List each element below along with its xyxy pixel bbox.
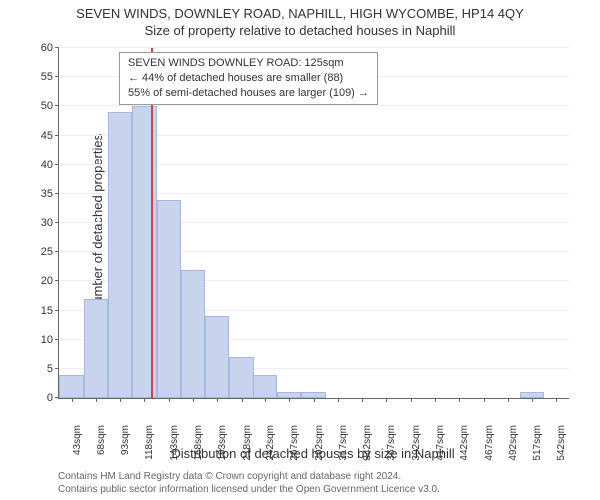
y-tick: 45 bbox=[25, 130, 53, 142]
histogram-bar bbox=[229, 357, 253, 398]
histogram-bar bbox=[205, 316, 229, 398]
chart-title: SEVEN WINDS, DOWNLEY ROAD, NAPHILL, HIGH… bbox=[0, 0, 600, 21]
histogram-bar bbox=[84, 299, 108, 398]
legend-box: SEVEN WINDS DOWNLEY ROAD: 125sqm ← 44% o… bbox=[119, 52, 378, 105]
y-tick: 0 bbox=[25, 392, 53, 404]
x-axis-label: Distribution of detached houses by size … bbox=[58, 446, 568, 461]
y-tick: 60 bbox=[25, 42, 53, 54]
histogram-bar bbox=[59, 375, 83, 398]
legend-line-1: SEVEN WINDS DOWNLEY ROAD: 125sqm bbox=[128, 56, 369, 71]
chart-subtitle: Size of property relative to detached ho… bbox=[0, 21, 600, 38]
y-tick: 55 bbox=[25, 71, 53, 83]
y-tick: 40 bbox=[25, 159, 53, 171]
histogram-bar bbox=[157, 200, 181, 398]
y-tick: 25 bbox=[25, 246, 53, 258]
y-tick: 20 bbox=[25, 275, 53, 287]
copyright-text: Contains HM Land Registry data © Crown c… bbox=[58, 471, 440, 496]
y-tick: 50 bbox=[25, 100, 53, 112]
histogram-bar bbox=[181, 270, 205, 398]
histogram-bar bbox=[108, 112, 132, 398]
y-tick: 35 bbox=[25, 188, 53, 200]
y-tick: 15 bbox=[25, 305, 53, 317]
legend-line-3: 55% of semi-detached houses are larger (… bbox=[128, 86, 369, 101]
histogram-bar bbox=[253, 375, 277, 398]
y-tick: 30 bbox=[25, 217, 53, 229]
y-tick: 5 bbox=[25, 363, 53, 375]
legend-line-2: ← 44% of detached houses are smaller (88… bbox=[128, 71, 369, 86]
histogram-plot: SEVEN WINDS DOWNLEY ROAD: 125sqm ← 44% o… bbox=[58, 48, 569, 399]
y-tick: 10 bbox=[25, 334, 53, 346]
